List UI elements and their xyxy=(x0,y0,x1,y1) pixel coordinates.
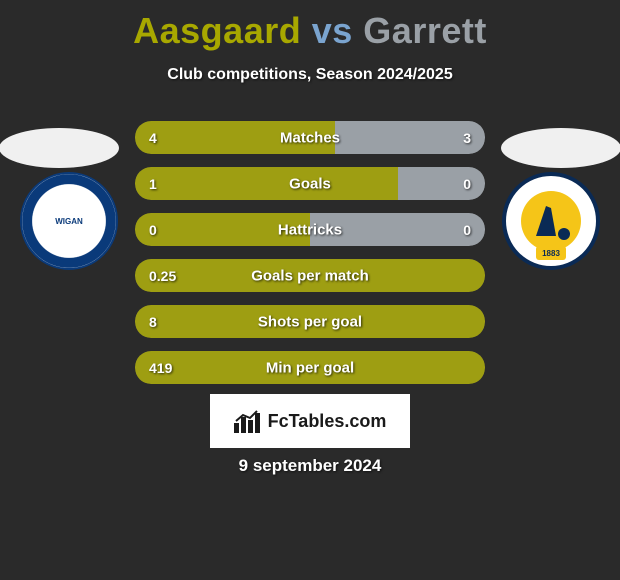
player-a-name: Aasgaard xyxy=(133,10,301,51)
stat-value-left: 419 xyxy=(149,360,172,376)
player-b-name: Garrett xyxy=(363,10,487,51)
stat-value-right: 3 xyxy=(463,130,471,146)
player-a-silhouette xyxy=(0,128,119,168)
date-text: 9 september 2024 xyxy=(0,456,620,476)
stat-value-right: 0 xyxy=(463,176,471,192)
stat-row: 0 0 Hattricks xyxy=(135,213,485,246)
stat-label: Shots per goal xyxy=(258,313,362,330)
stat-label: Matches xyxy=(280,129,340,146)
team-a-crest: WIGAN xyxy=(20,172,118,270)
stat-label: Goals xyxy=(289,175,331,192)
stat-label: Hattricks xyxy=(278,221,342,238)
player-b-silhouette xyxy=(501,128,620,168)
stat-value-left: 1 xyxy=(149,176,157,192)
stat-value-left: 8 xyxy=(149,314,157,330)
branding-icon xyxy=(234,409,262,433)
branding-badge: FcTables.com xyxy=(210,394,410,448)
stat-value-right: 0 xyxy=(463,222,471,238)
stat-bar-left xyxy=(135,167,398,200)
team-b-crest: 1883 xyxy=(502,172,600,270)
stat-row: 4 3 Matches xyxy=(135,121,485,154)
stat-label: Min per goal xyxy=(266,359,354,376)
stat-value-left: 0 xyxy=(149,222,157,238)
stat-bars-container: 4 3 Matches 1 0 Goals 0 0 Hattricks 0.25 Goals per… xyxy=(135,121,485,397)
stat-value-left: 4 xyxy=(149,130,157,146)
stat-row: 0.25 Goals per match xyxy=(135,259,485,292)
branding-text: FcTables.com xyxy=(268,411,387,432)
stat-row: 1 0 Goals xyxy=(135,167,485,200)
subtitle: Club competitions, Season 2024/2025 xyxy=(0,66,620,84)
comparison-title: Aasgaard vs Garrett xyxy=(0,0,620,52)
stat-label: Goals per match xyxy=(251,267,369,284)
stat-row: 419 Min per goal xyxy=(135,351,485,384)
stat-bar-right xyxy=(398,167,486,200)
team-b-crest-year: 1883 xyxy=(536,246,566,260)
stat-value-left: 0.25 xyxy=(149,268,176,284)
team-a-crest-text: WIGAN xyxy=(55,217,83,226)
stat-row: 8 Shots per goal xyxy=(135,305,485,338)
vs-text: vs xyxy=(312,10,353,51)
